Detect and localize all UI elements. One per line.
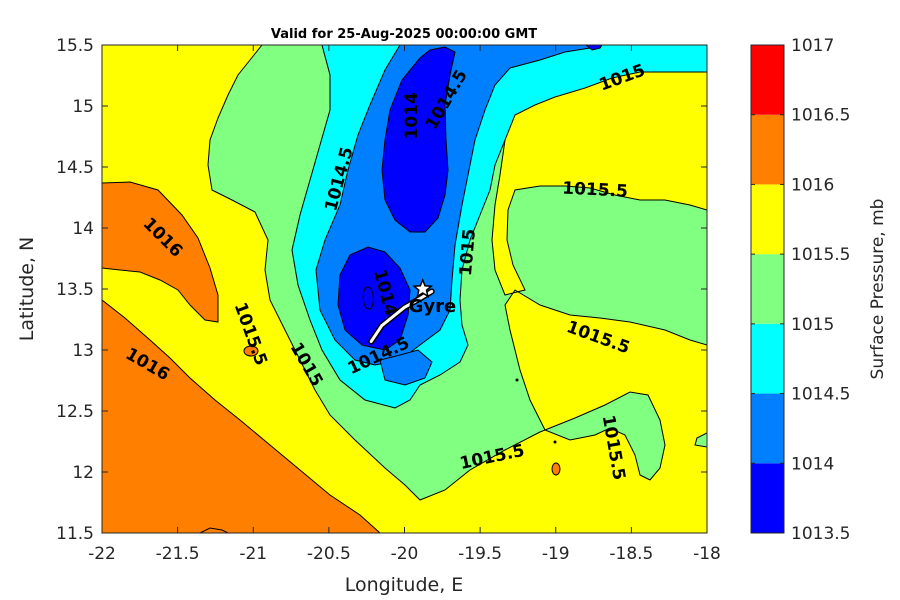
colorbar-swatch	[751, 463, 784, 533]
colorbar-tick-label: 1013.5	[791, 524, 850, 544]
colorbar-tick-label: 1014	[791, 454, 834, 474]
colorbar-tick-label: 1015.5	[791, 245, 850, 265]
y-tick-label: 14	[72, 219, 94, 239]
contour-label: 1015.5	[562, 178, 629, 201]
x-axis-title: Longitude, E	[345, 574, 464, 596]
x-tick-label: -20	[391, 544, 419, 564]
y-tick-label: 12	[72, 463, 94, 483]
x-tick-label: -21	[239, 544, 267, 564]
colorbar-title: Surface Pressure, mb	[868, 199, 888, 380]
level-1013-5-region-north	[381, 46, 456, 233]
y-tick-label: 13.5	[56, 280, 94, 300]
colorbar-swatch	[751, 184, 784, 255]
level-1013-5-region-top	[585, 45, 603, 51]
colorbar-tick-label: 1016	[791, 175, 834, 195]
contour-dot-a	[515, 378, 519, 382]
colorbar-swatch	[751, 393, 784, 464]
y-axis-ticks: 11.5 12 12.5 13 13.5 14 14.5 15 15.5	[56, 36, 707, 544]
colorbar-swatch	[751, 45, 784, 115]
level-1016-region-southwest	[102, 299, 381, 533]
colorbar-swatch	[751, 254, 784, 324]
x-tick-label: -20.5	[307, 544, 351, 564]
contour-dot-b	[553, 440, 557, 444]
level-1014-region-south	[379, 349, 433, 386]
y-tick-label: 14.5	[56, 158, 94, 178]
chart-title: Valid for 25-Aug-2025 00:00:00 GMT	[271, 27, 537, 42]
y-tick-label: 12.5	[56, 402, 94, 422]
x-tick-label: -18.5	[609, 544, 653, 564]
x-tick-label: -19	[542, 544, 570, 564]
storm-track-group: Gyre	[368, 278, 457, 345]
level-1016-island-c	[199, 527, 229, 533]
storm-position-star-icon	[412, 278, 434, 298]
y-tick-label: 13	[72, 341, 94, 361]
level-1016-island-b	[551, 462, 561, 476]
contour-loop-small	[362, 286, 374, 310]
y-tick-label: 15.5	[56, 36, 94, 56]
y-axis-title: Latitude, N	[16, 237, 38, 342]
colorbar-swatch	[751, 114, 784, 185]
storm-track-line	[369, 289, 434, 343]
colorbar-swatch	[751, 323, 784, 394]
colorbar-tick-label: 1015	[791, 315, 834, 335]
y-tick-label: 15	[72, 97, 94, 117]
colorbar: 1013.5 1014 1014.5 1015 1015.5 1016 1016.5 1017	[750, 36, 850, 544]
x-tick-label: -21.5	[156, 544, 200, 564]
storm-name-label: Gyre	[409, 296, 457, 317]
y-tick-label: 11.5	[56, 524, 94, 544]
colorbar-frame	[750, 44, 785, 534]
colorbar-tick-label: 1017	[791, 36, 834, 56]
colorbar-tick-label: 1016.5	[791, 106, 850, 126]
level-1013-5-region-south	[337, 246, 411, 351]
contour-label: 1014	[402, 92, 422, 139]
x-tick-label: -19.5	[458, 544, 502, 564]
level-1016-region-west	[102, 181, 219, 323]
level-1016-island-a	[243, 345, 259, 357]
x-tick-label: -18	[693, 544, 721, 564]
level-1015-notch	[694, 432, 707, 448]
contour-label: 1015	[456, 228, 480, 277]
colorbar-tick-label: 1014.5	[791, 385, 850, 405]
x-axis-ticks: -22 -21.5 -21 -20.5 -20 -19.5 -19 -18.5 -18	[88, 45, 721, 564]
x-tick-label: -22	[88, 544, 116, 564]
